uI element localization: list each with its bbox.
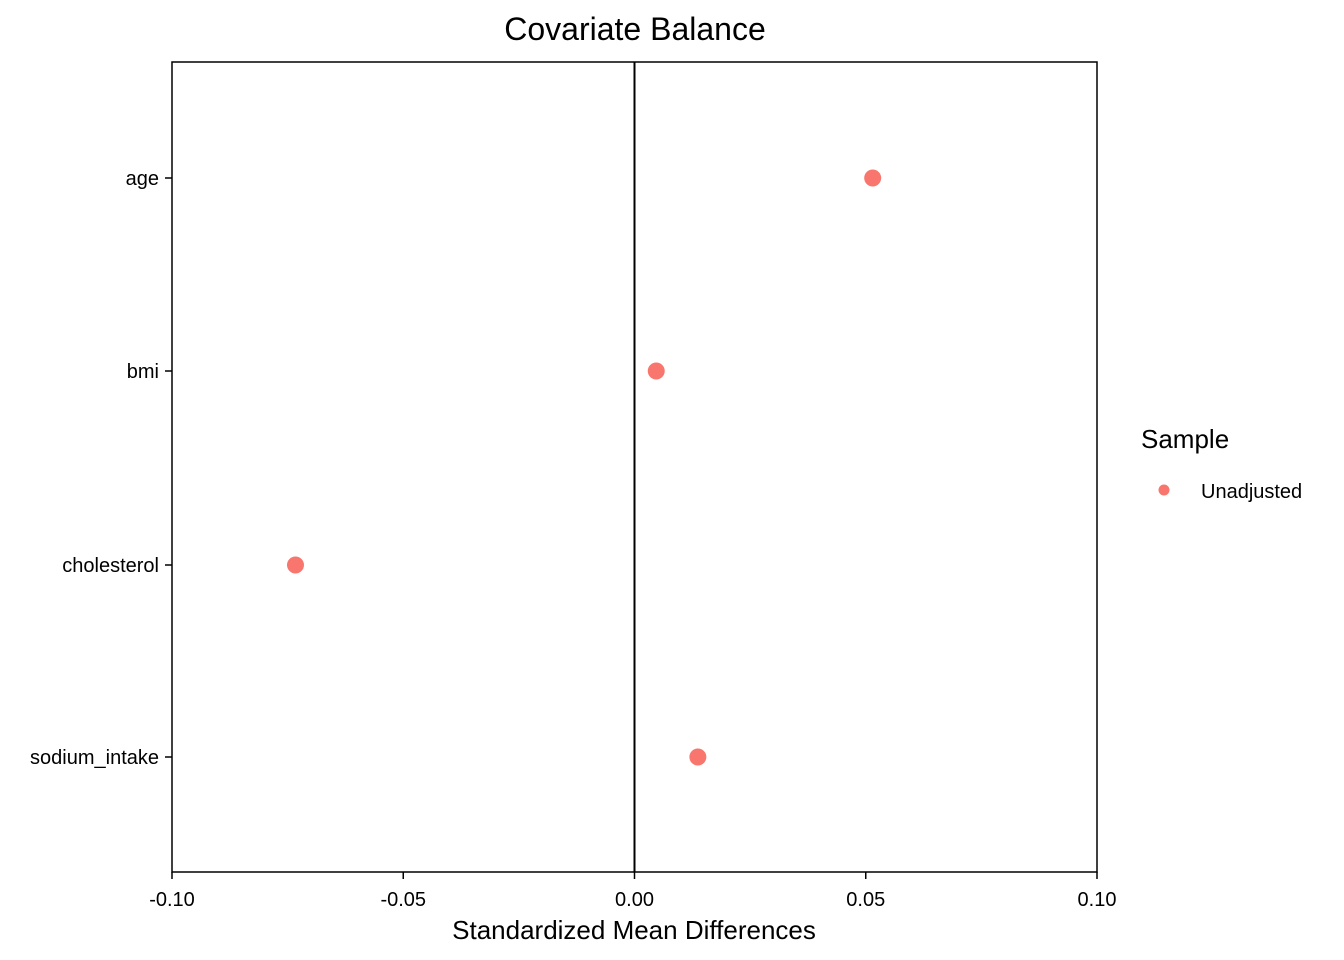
- legend: Sample Unadjusted: [1141, 424, 1302, 503]
- y-axis-label-bmi: bmi: [127, 361, 159, 383]
- legend-label-unadjusted: Unadjusted: [1201, 481, 1302, 503]
- x-axis-label-2: 0.00: [615, 889, 654, 911]
- x-axis-label-1: -0.05: [380, 889, 426, 911]
- x-axis-label-3: 0.05: [846, 889, 885, 911]
- legend-title: Sample: [1141, 424, 1229, 454]
- y-axis-label-age: age: [126, 168, 159, 190]
- x-axis-label-4: 0.10: [1078, 889, 1117, 911]
- data-point-age: [864, 169, 882, 187]
- chart-title: Covariate Balance: [504, 11, 765, 47]
- data-point-sodium_intake: [689, 748, 707, 766]
- data-points: [286, 169, 882, 766]
- data-point-bmi: [647, 362, 665, 380]
- x-axis: -0.10 -0.05 0.00 0.05 0.10: [149, 872, 1116, 911]
- y-axis: age bmi cholesterol sodium_intake: [30, 168, 172, 769]
- x-axis-title: Standardized Mean Differences: [452, 915, 816, 945]
- y-axis-label-cholesterol: cholesterol: [62, 555, 159, 577]
- legend-key-unadjusted: [1158, 484, 1170, 496]
- data-point-cholesterol: [286, 556, 304, 574]
- y-axis-label-sodium_intake: sodium_intake: [30, 747, 159, 769]
- x-axis-label-0: -0.10: [149, 889, 195, 911]
